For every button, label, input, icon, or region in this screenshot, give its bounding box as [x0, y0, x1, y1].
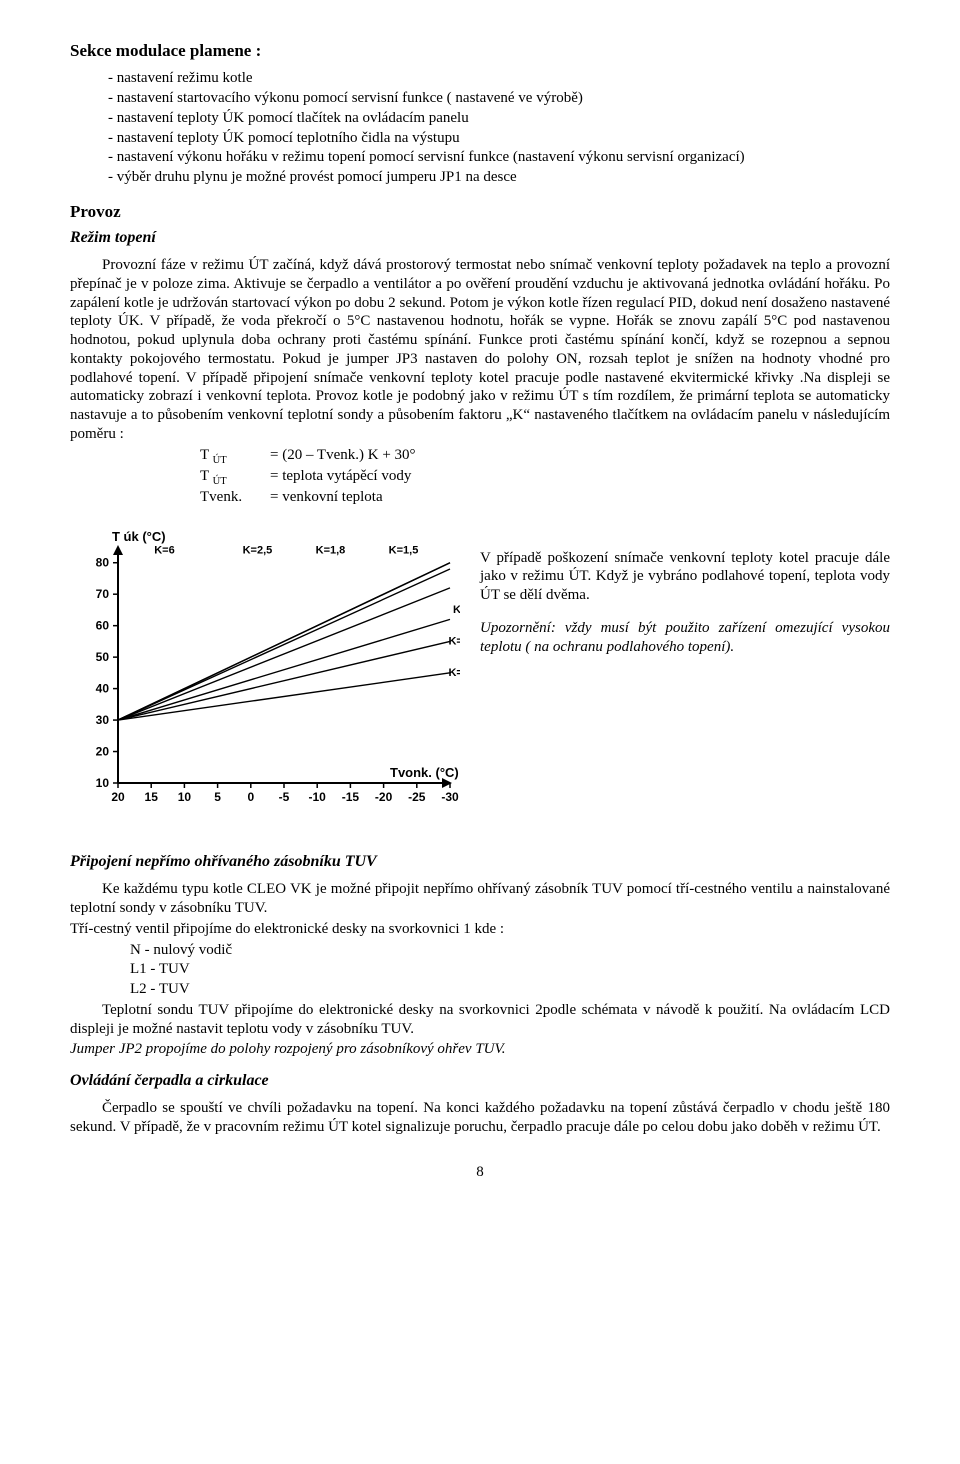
chart-row: 102030405060708020151050-5-10-15-20-25-3…	[70, 525, 890, 831]
svg-text:20: 20	[96, 744, 110, 758]
section-title: Sekce modulace plamene :	[70, 40, 890, 61]
svg-text:0: 0	[247, 790, 254, 804]
svg-text:20: 20	[111, 790, 125, 804]
svg-text:K=1,8: K=1,8	[316, 544, 346, 556]
tuv-paragraph: Ke každému typu kotle CLEO VK je možné p…	[70, 880, 890, 918]
rezim-heading: Režim topení	[70, 228, 890, 248]
svg-text:-10: -10	[309, 790, 327, 804]
svg-text:K=1,5: K=1,5	[389, 544, 419, 556]
chart-side-text: V případě poškození snímače venkovní tep…	[480, 525, 890, 831]
svg-text:15: 15	[145, 790, 159, 804]
svg-text:K=0,8: K=0,8	[448, 635, 460, 647]
tuv-wiring-list: N - nulový vodič L1 - TUV L2 - TUV	[70, 941, 890, 999]
svg-text:K=6: K=6	[154, 544, 175, 556]
svg-text:Tvonk. (°C): Tvonk. (°C)	[390, 765, 459, 780]
page-number: 8	[70, 1163, 890, 1182]
rezim-body: Provozní fáze v režimu ÚT začíná, když d…	[70, 256, 890, 444]
svg-text:10: 10	[178, 790, 192, 804]
svg-text:-30: -30	[441, 790, 459, 804]
list-item: nastavení teploty ÚK pomocí teplotního č…	[108, 129, 890, 148]
tuv-paragraph: Tří-cestný ventil připojíme do elektroni…	[70, 920, 890, 939]
svg-text:70: 70	[96, 587, 110, 601]
list-item: N - nulový vodič	[130, 941, 890, 960]
svg-text:-15: -15	[342, 790, 360, 804]
list-item: L2 - TUV	[130, 980, 890, 999]
formula-block: T ÚT = (20 – Tvenk.) K + 30° T ÚT = tepl…	[70, 446, 890, 507]
svg-text:30: 30	[96, 713, 110, 727]
svg-text:60: 60	[96, 618, 110, 632]
svg-text:10: 10	[96, 776, 110, 790]
formula-row: Tvenk. = venkovní teplota	[200, 488, 890, 507]
list-item: nastavení teploty ÚK pomocí tlačítek na …	[108, 109, 890, 128]
equitherm-chart-svg: 102030405060708020151050-5-10-15-20-25-3…	[70, 525, 460, 825]
tuv-heading: Připojení nepřímo ohřívaného zásobníku T…	[70, 852, 890, 872]
formula-row: T ÚT = teplota vytápěcí vody	[200, 467, 890, 488]
svg-text:K=0,5: K=0,5	[448, 667, 460, 679]
svg-text:-20: -20	[375, 790, 393, 804]
formula-rhs: = teplota vytápěcí vody	[270, 467, 411, 488]
svg-text:50: 50	[96, 650, 110, 664]
svg-text:T úk (°C): T úk (°C)	[112, 529, 166, 544]
list-item: L1 - TUV	[130, 960, 890, 979]
list-item: nastavení režimu kotle	[108, 69, 890, 88]
equitherm-chart: 102030405060708020151050-5-10-15-20-25-3…	[70, 525, 460, 831]
svg-text:80: 80	[96, 555, 110, 569]
cerpadlo-heading: Ovládání čerpadla a cirkulace	[70, 1071, 890, 1091]
side-paragraph-italic: Upozornění: vždy musí být použito zaříze…	[480, 619, 890, 657]
modulation-bullet-list: nastavení režimu kotle nastavení startov…	[70, 69, 890, 187]
provoz-heading: Provoz	[70, 201, 890, 222]
svg-text:K=2,5: K=2,5	[243, 544, 273, 556]
svg-text:5: 5	[214, 790, 221, 804]
svg-text:-25: -25	[408, 790, 426, 804]
list-item: nastavení startovacího výkonu pomocí ser…	[108, 89, 890, 108]
cerpadlo-body: Čerpadlo se spouští ve chvíli požadavku …	[70, 1099, 890, 1137]
svg-text:K=1: K=1	[453, 604, 460, 616]
formula-lhs: T ÚT	[200, 446, 270, 467]
svg-text:-5: -5	[279, 790, 290, 804]
side-paragraph: V případě poškození snímače venkovní tep…	[480, 549, 890, 605]
svg-text:40: 40	[96, 681, 110, 695]
list-item: výběr druhu plynu je možné provést pomoc…	[108, 168, 890, 187]
tuv-paragraph-italic: Jumper JP2 propojíme do polohy rozpojený…	[70, 1040, 890, 1059]
formula-row: T ÚT = (20 – Tvenk.) K + 30°	[200, 446, 890, 467]
formula-rhs: = (20 – Tvenk.) K + 30°	[270, 446, 416, 467]
list-item: nastavení výkonu hořáku v režimu topení …	[108, 148, 890, 167]
formula-rhs: = venkovní teplota	[270, 488, 383, 507]
formula-lhs: T ÚT	[200, 467, 270, 488]
formula-lhs: Tvenk.	[200, 488, 270, 507]
tuv-paragraph: Teplotní sondu TUV připojíme do elektron…	[70, 1001, 890, 1039]
